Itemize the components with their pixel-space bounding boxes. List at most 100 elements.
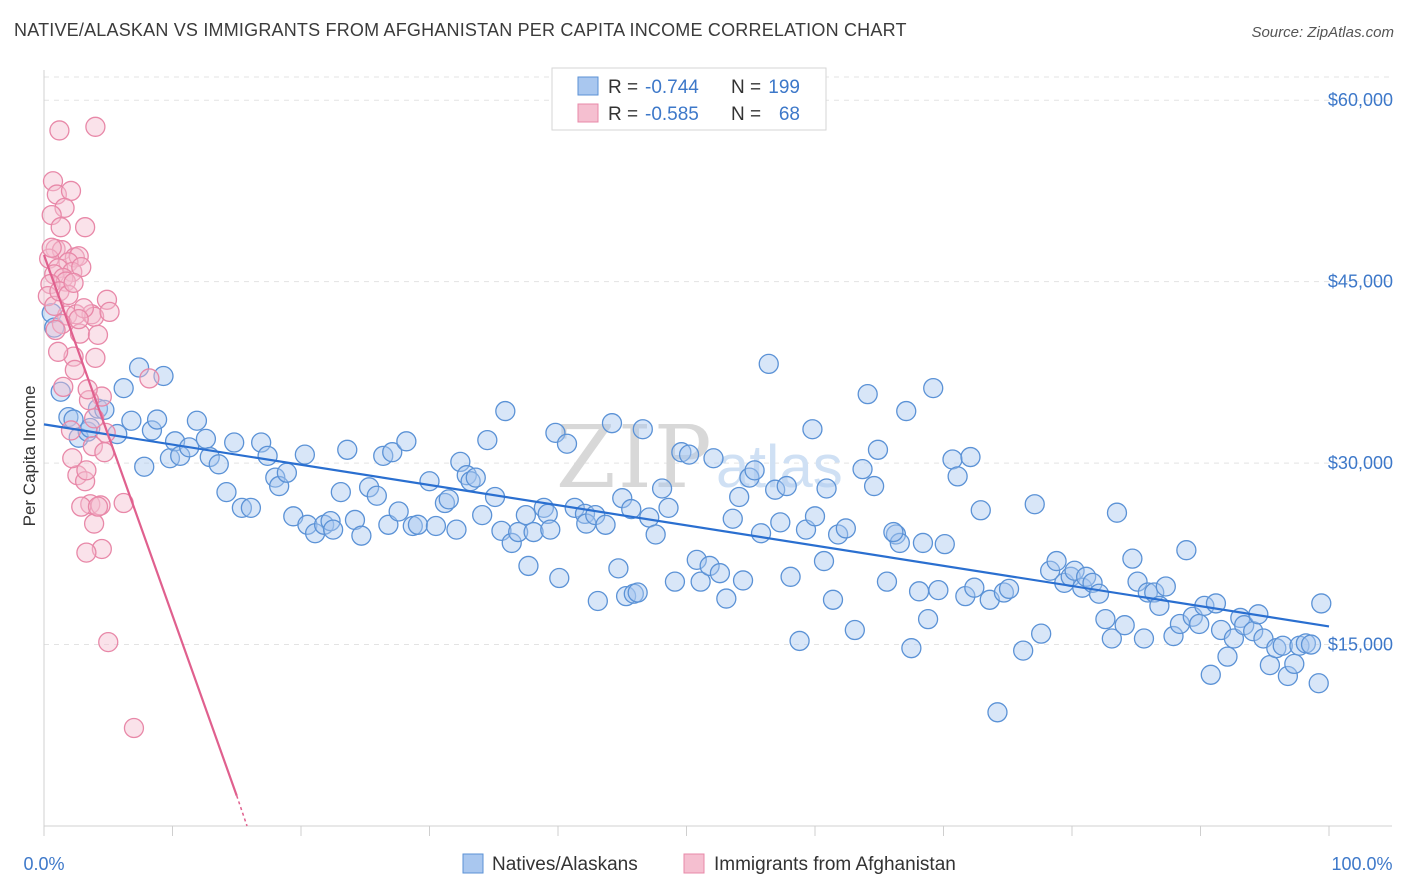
natives-point — [732, 570, 754, 591]
series-legend-swatch-blue — [462, 853, 484, 874]
natives-point — [627, 582, 648, 603]
afghanistan-point — [49, 120, 70, 141]
natives-point — [146, 409, 168, 430]
natives-point — [703, 448, 724, 469]
natives-point — [1163, 625, 1184, 647]
natives-point — [813, 550, 835, 572]
natives-point — [1217, 646, 1238, 667]
natives-point — [515, 504, 537, 526]
legend-r-value-1: -0.744 — [645, 77, 699, 98]
afghanistan-point — [71, 496, 92, 517]
natives-point — [722, 508, 743, 529]
natives-point — [358, 477, 380, 498]
natives-point — [508, 521, 529, 543]
natives-point — [425, 515, 447, 537]
natives-point — [750, 523, 772, 544]
correlation-legend: R = -0.744 N = 199 R = -0.585 N = 68 — [551, 67, 827, 131]
afghanistan-point — [68, 308, 89, 330]
natives-point — [382, 442, 403, 463]
natives-point — [58, 406, 79, 428]
natives-point — [863, 475, 885, 497]
afghanistan-point — [50, 217, 71, 238]
series-legend-label-blue: Natives/Alaskans — [492, 854, 638, 875]
x-tick-label-min: 0.0% — [23, 854, 64, 874]
afghanistan-point — [41, 237, 62, 258]
natives-point — [621, 498, 642, 520]
afghanistan-point — [47, 341, 69, 362]
natives-point — [1024, 494, 1045, 515]
afghanistan-point — [45, 319, 66, 341]
natives-point — [901, 638, 922, 659]
natives-point — [549, 567, 570, 589]
natives-point — [1272, 635, 1293, 656]
natives-point — [216, 481, 237, 503]
natives-point — [1106, 502, 1128, 523]
series-immigrants-afghanistan — [37, 116, 160, 739]
natives-point — [822, 589, 844, 610]
afghanistan-point — [76, 542, 97, 563]
natives-point — [615, 586, 637, 607]
natives-point — [780, 566, 801, 587]
natives-point — [540, 519, 561, 540]
natives-point — [1223, 628, 1245, 649]
natives-point — [678, 444, 700, 465]
natives-point — [987, 702, 1008, 723]
natives-point — [388, 501, 409, 522]
natives-point — [1200, 664, 1221, 685]
legend-swatch-blue — [577, 76, 599, 96]
natives-point — [472, 504, 493, 526]
natives-point — [195, 428, 217, 450]
natives-point — [716, 588, 737, 609]
natives-point — [434, 492, 456, 514]
legend-n-value-2: 68 — [779, 104, 800, 125]
natives-point — [876, 571, 898, 592]
afghanistan-trend-line — [42, 254, 238, 797]
natives-point — [1155, 576, 1176, 597]
natives-point — [141, 420, 163, 441]
natives-point — [1127, 571, 1148, 592]
series-natives-alaskans — [41, 302, 1332, 723]
natives-point — [419, 471, 440, 492]
natives-point — [186, 410, 208, 431]
natives-point — [1114, 615, 1135, 636]
natives-point — [923, 377, 944, 399]
natives-point — [964, 577, 985, 598]
afghanistan-point — [74, 471, 96, 492]
afghanistan-point — [139, 368, 160, 389]
natives-point — [690, 571, 711, 592]
x-tick-label-max: 100.0% — [1331, 854, 1392, 874]
natives-point — [297, 514, 318, 535]
natives-point — [1259, 654, 1281, 676]
natives-point — [1311, 593, 1332, 614]
afghanistan-point — [69, 323, 91, 344]
natives-point — [608, 558, 629, 579]
natives-point — [121, 410, 142, 431]
natives-point — [407, 514, 429, 535]
afghanistan-point — [73, 298, 94, 319]
y-tick-label: $30,000 — [1328, 453, 1393, 473]
natives-point — [465, 467, 486, 488]
natives-point — [804, 506, 826, 527]
watermark: ZIP atlas — [556, 408, 843, 508]
afghanistan-point — [42, 171, 64, 192]
natives-point — [366, 485, 387, 506]
legend-r-value-2: -0.585 — [645, 104, 699, 125]
natives-trend-line — [43, 423, 1330, 628]
y-tick-label: $60,000 — [1328, 90, 1393, 110]
natives-point — [709, 563, 731, 584]
y-tick-labels: $15,000 $30,000 $45,000 $60,000 — [1328, 90, 1393, 654]
series-legend: Natives/Alaskans Immigrants from Afghani… — [462, 853, 956, 875]
natives-point — [294, 444, 316, 465]
natives-point — [651, 478, 673, 499]
natives-point — [587, 590, 608, 612]
natives-point — [224, 432, 245, 453]
legend-n-label-2: N = — [731, 104, 761, 125]
natives-point — [251, 432, 272, 453]
natives-point — [970, 500, 991, 521]
natives-point — [765, 479, 786, 500]
natives-point — [1031, 623, 1052, 644]
afghanistan-point — [98, 631, 119, 653]
afghanistan-point — [53, 376, 74, 398]
natives-point — [889, 532, 910, 554]
natives-point — [257, 445, 278, 466]
